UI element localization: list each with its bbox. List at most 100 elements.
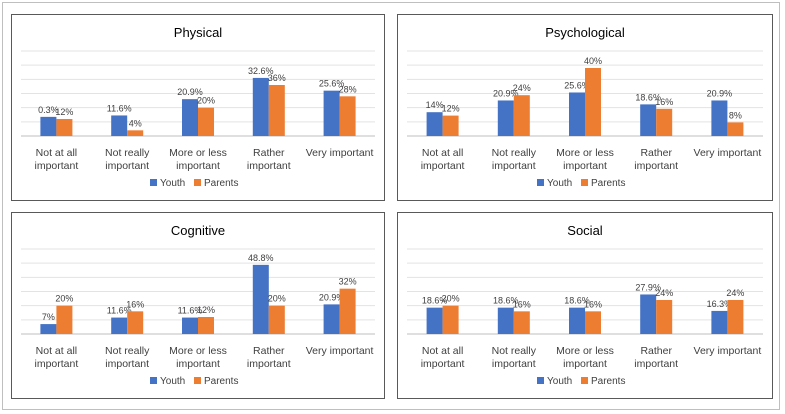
data-label: 4%: [129, 118, 142, 128]
bar-parents: [56, 119, 73, 136]
data-label: 25.6%: [319, 79, 345, 89]
legend-label-youth: Youth: [160, 178, 185, 189]
legend-swatch-parents: [581, 179, 588, 186]
category-label: Not really: [105, 147, 150, 159]
data-label: 36%: [268, 73, 286, 83]
data-label: 20.9%: [319, 292, 345, 302]
category-label: Not at all: [36, 147, 77, 159]
data-label: 32%: [339, 277, 357, 287]
category-label: important: [492, 160, 536, 172]
data-label: 11.6%: [178, 306, 203, 316]
data-label: 8%: [729, 110, 742, 120]
data-label: 18.6%: [635, 92, 661, 102]
category-label: important: [634, 160, 678, 172]
bar-youth: [426, 307, 443, 334]
data-label: 20%: [197, 96, 215, 106]
data-label: 0.3%: [38, 105, 59, 115]
data-label: 12%: [442, 104, 460, 114]
legend-swatch-parents: [581, 377, 588, 384]
bar-parents: [442, 115, 459, 136]
data-label: 25.6%: [564, 80, 590, 90]
category-label: Very important: [694, 345, 762, 357]
chart-title: Physical: [174, 25, 223, 40]
data-label: 24%: [726, 288, 744, 298]
data-label: 14%: [426, 100, 444, 110]
category-label: Very important: [306, 147, 374, 159]
legend-swatch-parents: [194, 377, 201, 384]
legend-swatch-youth: [537, 377, 544, 384]
data-label: 11.6%: [107, 306, 132, 316]
category-label: Rather: [253, 147, 285, 159]
bar-youth: [111, 115, 128, 136]
bar-youth: [711, 310, 728, 334]
data-label: 20%: [55, 294, 73, 304]
data-label: 24%: [655, 288, 673, 298]
data-label: 18.6%: [422, 296, 448, 306]
data-label: 18.6%: [564, 296, 590, 306]
bar-youth: [252, 264, 269, 334]
bar-youth: [640, 294, 657, 334]
data-label: 20.9%: [493, 88, 519, 98]
bar-youth: [40, 324, 57, 334]
category-label: Not really: [492, 345, 537, 357]
data-label: 32.6%: [248, 66, 274, 76]
category-label: important: [247, 160, 291, 172]
legend-swatch-parents: [194, 179, 201, 186]
category-label: Not at all: [36, 345, 77, 357]
chart-panel-physical: Physical 0.3% 12% Not at all important 11.6% 4…: [11, 14, 385, 201]
chart-title: Psychological: [545, 25, 625, 40]
bar-parents: [268, 85, 285, 136]
category-label: Not at all: [422, 345, 463, 357]
category-label: important: [421, 358, 465, 370]
legend-label-parents: Parents: [204, 178, 238, 189]
figure-frame: [2, 2, 780, 410]
legend-label-youth: Youth: [547, 178, 572, 189]
category-label: Very important: [694, 147, 762, 159]
category-label: Very important: [306, 345, 374, 357]
data-label: 16%: [655, 97, 673, 107]
bar-youth: [40, 116, 57, 136]
bar-parents: [442, 305, 459, 334]
bar-parents: [727, 300, 744, 334]
bar-parents: [656, 108, 673, 136]
legend-swatch-youth: [150, 377, 157, 384]
data-label: 18.6%: [493, 296, 519, 306]
bar-youth: [426, 112, 443, 136]
data-label: 16%: [126, 299, 144, 309]
category-label: important: [563, 358, 607, 370]
data-label: 20.9%: [707, 88, 733, 98]
chart-panel-psychological: Psychological 14% 12% Not at all important 20…: [397, 14, 773, 201]
legend-label-youth: Youth: [160, 376, 185, 387]
data-label: 24%: [513, 83, 531, 93]
bar-youth: [323, 90, 340, 136]
data-label: 11.6%: [107, 103, 132, 113]
chart-physical: Physical 0.3%12% Not at all important 11.6% 4…: [21, 25, 375, 189]
legend-swatch-youth: [537, 179, 544, 186]
data-label: 12%: [55, 107, 73, 117]
bar-youth: [182, 317, 198, 334]
data-label: 40%: [584, 56, 602, 66]
category-label: important: [105, 160, 149, 172]
data-label: 7%: [42, 312, 55, 322]
category-label: important: [105, 358, 149, 370]
legend-label-parents: Parents: [591, 376, 625, 387]
data-label: 16.3%: [707, 299, 733, 309]
chart-title: Social: [567, 223, 603, 238]
category-label: important: [634, 358, 678, 370]
category-label: More or less: [556, 147, 614, 159]
bar-youth: [497, 307, 514, 334]
category-label: important: [492, 358, 536, 370]
category-label: Rather: [640, 147, 672, 159]
data-label: 16%: [584, 299, 602, 309]
category-label: Not really: [105, 345, 150, 357]
bar-youth: [569, 307, 585, 334]
bar-youth: [252, 77, 269, 136]
bar-parents: [513, 95, 530, 136]
bar-parents: [127, 130, 144, 136]
bar-parents: [339, 288, 356, 334]
bar-parents: [656, 300, 673, 334]
bar-youth: [182, 99, 198, 136]
